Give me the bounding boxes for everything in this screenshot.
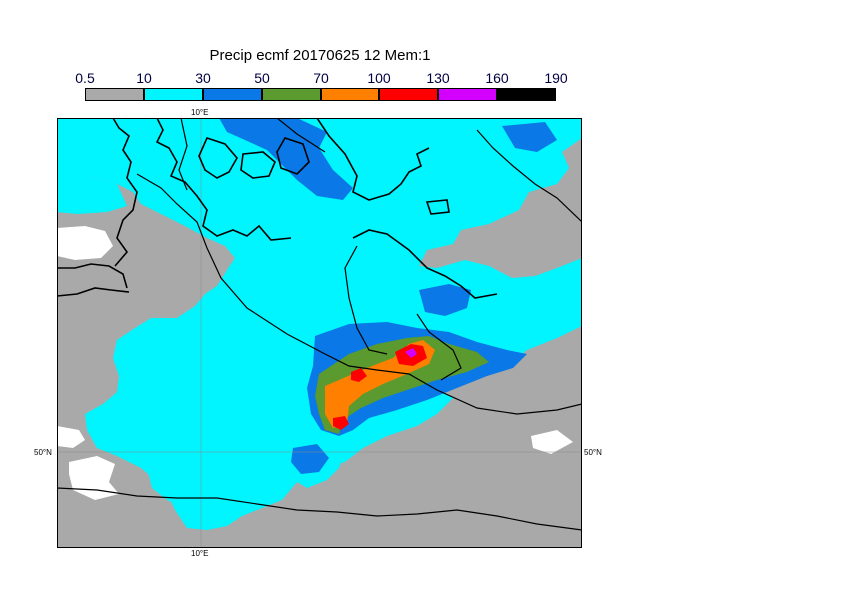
precip-field-50-70 <box>315 336 489 434</box>
lat-label-left: 50°N <box>34 448 52 457</box>
legend-swatch-7 <box>438 88 497 101</box>
legend-label-7: 130 <box>426 70 450 86</box>
legend-swatch-3 <box>203 88 262 101</box>
precip-field-30-50-north <box>219 118 353 200</box>
legend-label-9: 190 <box>544 70 568 86</box>
precip-field-30-50-northeast <box>502 122 557 152</box>
dry-area-west <box>57 426 85 448</box>
legend-label-4: 50 <box>254 70 270 86</box>
dry-area-northwest <box>57 226 113 260</box>
country-borders <box>57 118 582 531</box>
legend-swatch-2 <box>144 88 203 101</box>
legend-swatch-4 <box>262 88 321 101</box>
precip-field-30-50-south <box>291 444 329 474</box>
legend-swatch-5 <box>321 88 379 101</box>
legend-label-3: 30 <box>195 70 211 86</box>
precip-field-10-30-west <box>57 176 127 214</box>
legend-label-6: 100 <box>367 70 391 86</box>
precipitation-map <box>57 118 582 548</box>
legend-swatch-8 <box>497 88 556 101</box>
precip-field-130-160 <box>405 348 417 358</box>
legend-swatch-1 <box>85 88 144 101</box>
map-frame <box>57 118 582 548</box>
precip-field-30-50-east <box>419 284 471 316</box>
precip-field-100-130-west <box>351 368 367 382</box>
precip-field-100-130-south <box>333 416 349 430</box>
lon-label-top: 10°E <box>191 108 209 117</box>
lat-label-right: 50°N <box>584 448 602 457</box>
legend-label-1: 0.5 <box>75 70 95 86</box>
legend-swatch-6 <box>379 88 438 101</box>
lon-label-bottom: 10°E <box>191 549 209 558</box>
map-title: Precip ecmf 20170625 12 Mem:1 <box>209 47 431 64</box>
legend-label-8: 160 <box>485 70 509 86</box>
legend-label-2: 10 <box>136 70 152 86</box>
legend-label-5: 70 <box>313 70 329 86</box>
dry-area-east <box>531 430 573 454</box>
coastlines <box>57 118 498 299</box>
